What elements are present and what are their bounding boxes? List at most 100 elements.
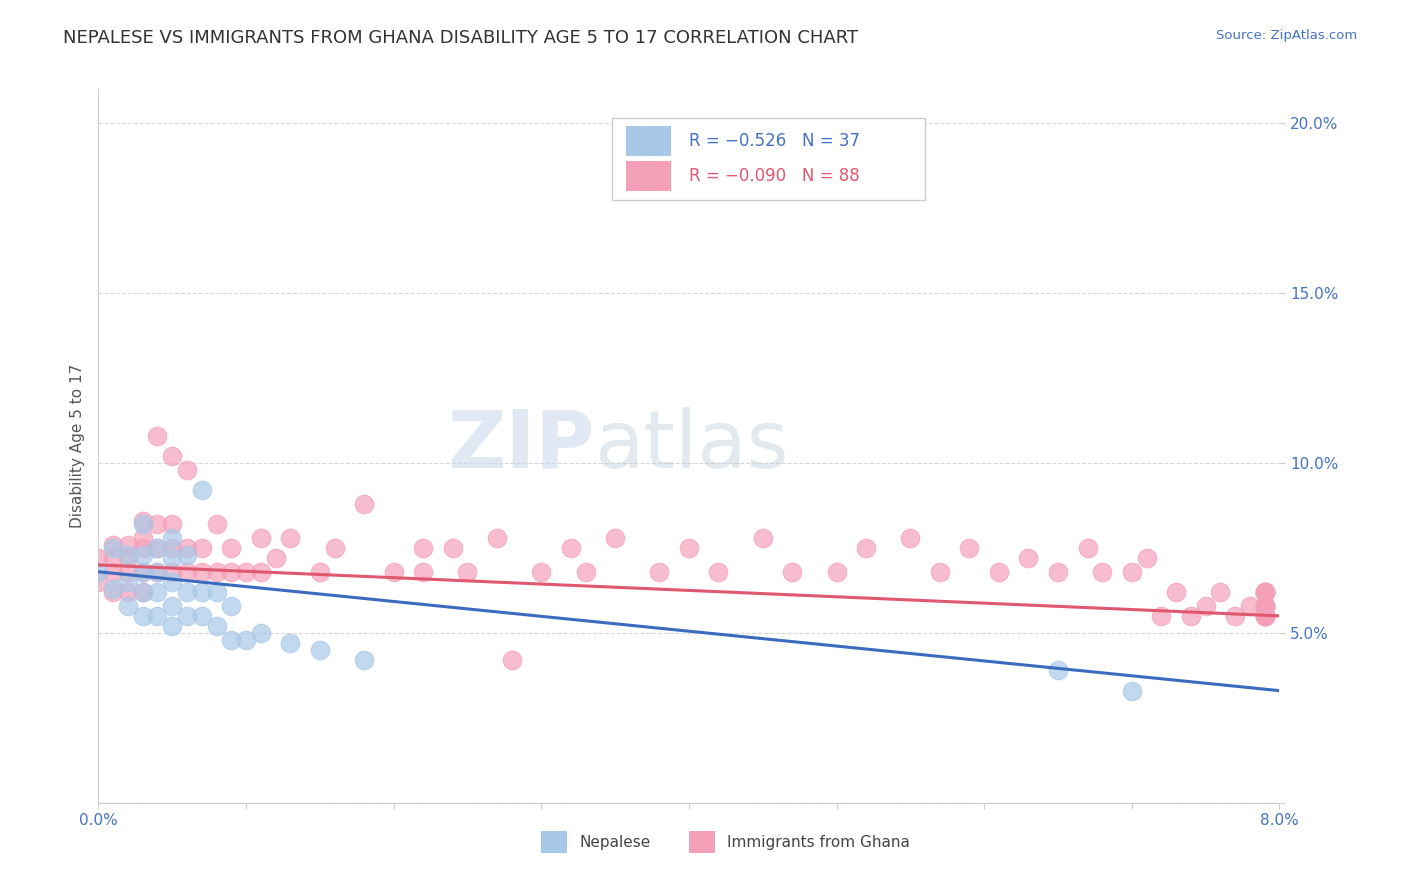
Point [191, 565, 214, 579]
Point [191, 585, 214, 599]
Point [353, 653, 375, 667]
Point [678, 541, 700, 555]
Point [412, 541, 434, 555]
Point [176, 585, 198, 599]
Point [205, 619, 228, 633]
Point [117, 599, 139, 613]
Text: Nepalese: Nepalese [579, 835, 651, 849]
Point [250, 626, 273, 640]
Point [1254, 599, 1277, 613]
Point [221, 599, 243, 613]
Point [707, 565, 730, 579]
Point [146, 429, 169, 443]
Point [132, 608, 155, 623]
Point [162, 619, 183, 633]
Point [191, 483, 214, 498]
Point [176, 608, 198, 623]
Point [1254, 585, 1277, 599]
Point [900, 531, 922, 545]
Point [825, 565, 848, 579]
Point [146, 608, 169, 623]
Point [132, 531, 155, 545]
Point [1180, 608, 1202, 623]
Point [575, 565, 598, 579]
Point [162, 574, 183, 589]
Point [1254, 585, 1277, 599]
Point [1121, 683, 1143, 698]
Point [103, 582, 125, 596]
Point [103, 541, 125, 555]
Point [162, 599, 183, 613]
Text: atlas: atlas [595, 407, 789, 485]
Point [1254, 608, 1277, 623]
Point [309, 565, 332, 579]
Point [959, 541, 981, 555]
Point [117, 537, 139, 551]
Point [752, 531, 775, 545]
Point [353, 497, 375, 511]
Point [457, 565, 479, 579]
Point [1254, 585, 1277, 599]
Point [1121, 565, 1143, 579]
Point [648, 565, 671, 579]
Point [132, 585, 155, 599]
FancyBboxPatch shape [626, 127, 671, 156]
Point [1254, 608, 1277, 623]
Point [1166, 585, 1188, 599]
Point [132, 585, 155, 599]
Point [103, 551, 125, 566]
Point [1077, 541, 1099, 555]
Point [1046, 663, 1070, 677]
Point [146, 517, 169, 532]
Point [162, 565, 183, 579]
Point [103, 565, 125, 579]
Point [1239, 599, 1261, 613]
Point [191, 608, 214, 623]
Point [205, 517, 228, 532]
Point [221, 565, 243, 579]
Point [146, 541, 169, 555]
Point [1018, 551, 1040, 566]
Point [162, 531, 183, 545]
Point [1254, 608, 1277, 623]
Point [146, 565, 169, 579]
Text: R = −0.090   N = 88: R = −0.090 N = 88 [689, 168, 859, 186]
Point [87, 565, 110, 579]
Text: ZIP: ZIP [447, 407, 595, 485]
Point [221, 632, 243, 647]
Point [264, 551, 287, 566]
Point [1254, 585, 1277, 599]
Point [235, 565, 257, 579]
Point [146, 541, 169, 555]
Point [221, 541, 243, 555]
Point [162, 449, 183, 463]
Point [146, 565, 169, 579]
Point [132, 565, 155, 579]
Point [1209, 585, 1232, 599]
Point [132, 565, 155, 579]
Point [162, 517, 183, 532]
Point [117, 551, 139, 566]
Point [117, 585, 139, 599]
Text: Immigrants from Ghana: Immigrants from Ghana [727, 835, 910, 849]
Point [146, 585, 169, 599]
Point [162, 541, 183, 555]
Point [250, 531, 273, 545]
Point [117, 548, 139, 562]
Point [205, 565, 228, 579]
Point [1254, 608, 1277, 623]
Point [1195, 599, 1218, 613]
Point [117, 574, 139, 589]
Point [309, 643, 332, 657]
Point [280, 531, 302, 545]
Point [441, 541, 464, 555]
Point [132, 548, 155, 562]
Point [1091, 565, 1114, 579]
Point [235, 632, 257, 647]
Point [162, 551, 183, 566]
Point [1254, 599, 1277, 613]
Point [87, 574, 110, 589]
Point [605, 531, 627, 545]
Point [323, 541, 346, 555]
Point [176, 541, 198, 555]
